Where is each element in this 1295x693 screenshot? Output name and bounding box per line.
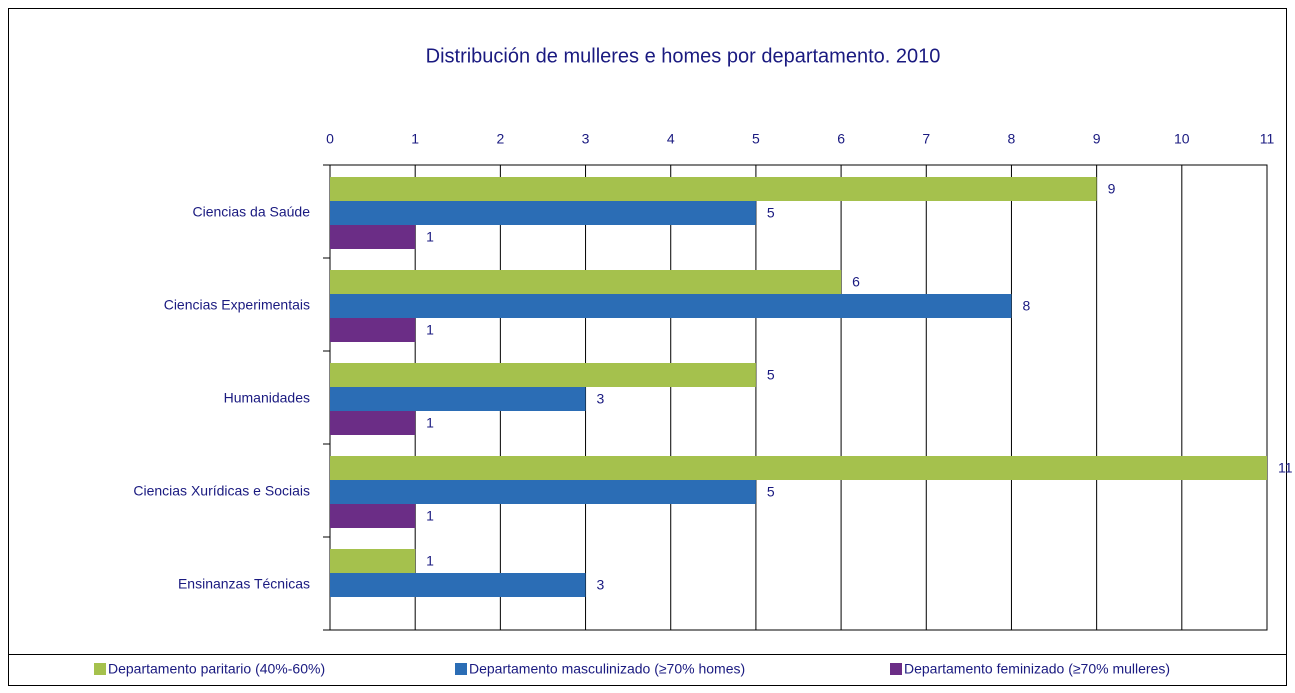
legend-swatch bbox=[890, 663, 902, 675]
x-tick-label: 2 bbox=[496, 131, 504, 147]
data-label: 6 bbox=[852, 274, 860, 290]
legend-swatch bbox=[94, 663, 106, 675]
data-label: 3 bbox=[597, 391, 605, 407]
data-label: 9 bbox=[1108, 181, 1116, 197]
data-label: 5 bbox=[767, 367, 775, 383]
data-label: 1 bbox=[426, 229, 434, 245]
bar bbox=[330, 363, 756, 387]
legend-label: Departamento paritario (40%-60%) bbox=[108, 661, 325, 677]
bar bbox=[330, 201, 756, 225]
bar bbox=[330, 294, 1012, 318]
bar bbox=[330, 549, 416, 573]
bar bbox=[330, 387, 586, 411]
data-label: 11 bbox=[1278, 460, 1293, 476]
data-label: 1 bbox=[426, 508, 434, 524]
data-label: 3 bbox=[597, 577, 605, 593]
data-label: 5 bbox=[767, 484, 775, 500]
legend-label: Departamento masculinizado (≥70% homes) bbox=[469, 661, 745, 677]
legend-swatch bbox=[455, 663, 467, 675]
x-tick-label: 3 bbox=[582, 131, 590, 147]
data-label: 1 bbox=[426, 415, 434, 431]
y-tick-label: Ensinanzas Técnicas bbox=[178, 576, 310, 592]
x-tick-label: 10 bbox=[1174, 131, 1190, 147]
y-tick-label: Ciencias da Saúde bbox=[192, 204, 310, 220]
x-tick-label: 9 bbox=[1093, 131, 1101, 147]
data-label: 1 bbox=[426, 553, 434, 569]
bar bbox=[330, 225, 416, 249]
bar bbox=[330, 504, 416, 528]
data-label: 1 bbox=[426, 322, 434, 338]
bar bbox=[330, 177, 1097, 201]
bar bbox=[330, 411, 416, 435]
x-tick-label: 0 bbox=[326, 131, 334, 147]
data-label: 5 bbox=[767, 205, 775, 221]
bar bbox=[330, 573, 586, 597]
y-tick-label: Ciencias Xurídicas e Sociais bbox=[133, 483, 310, 499]
bar bbox=[330, 456, 1267, 480]
x-tick-label: 4 bbox=[667, 131, 675, 147]
x-tick-label: 8 bbox=[1008, 131, 1016, 147]
data-label: 8 bbox=[1022, 298, 1030, 314]
y-tick-label: Ciencias Experimentais bbox=[164, 297, 310, 313]
y-tick-label: Humanidades bbox=[224, 390, 310, 406]
x-tick-label: 11 bbox=[1260, 131, 1275, 147]
x-tick-label: 5 bbox=[752, 131, 760, 147]
bar bbox=[330, 480, 756, 504]
bar bbox=[330, 270, 842, 294]
chart-border bbox=[8, 8, 1287, 686]
x-tick-label: 6 bbox=[837, 131, 845, 147]
x-tick-label: 1 bbox=[411, 131, 419, 147]
legend-label: Departamento feminizado (≥70% mulleres) bbox=[904, 661, 1170, 677]
x-tick-label: 7 bbox=[922, 131, 930, 147]
chart-title: Distribución de mulleres e homes por dep… bbox=[426, 45, 941, 67]
bar bbox=[330, 318, 416, 342]
